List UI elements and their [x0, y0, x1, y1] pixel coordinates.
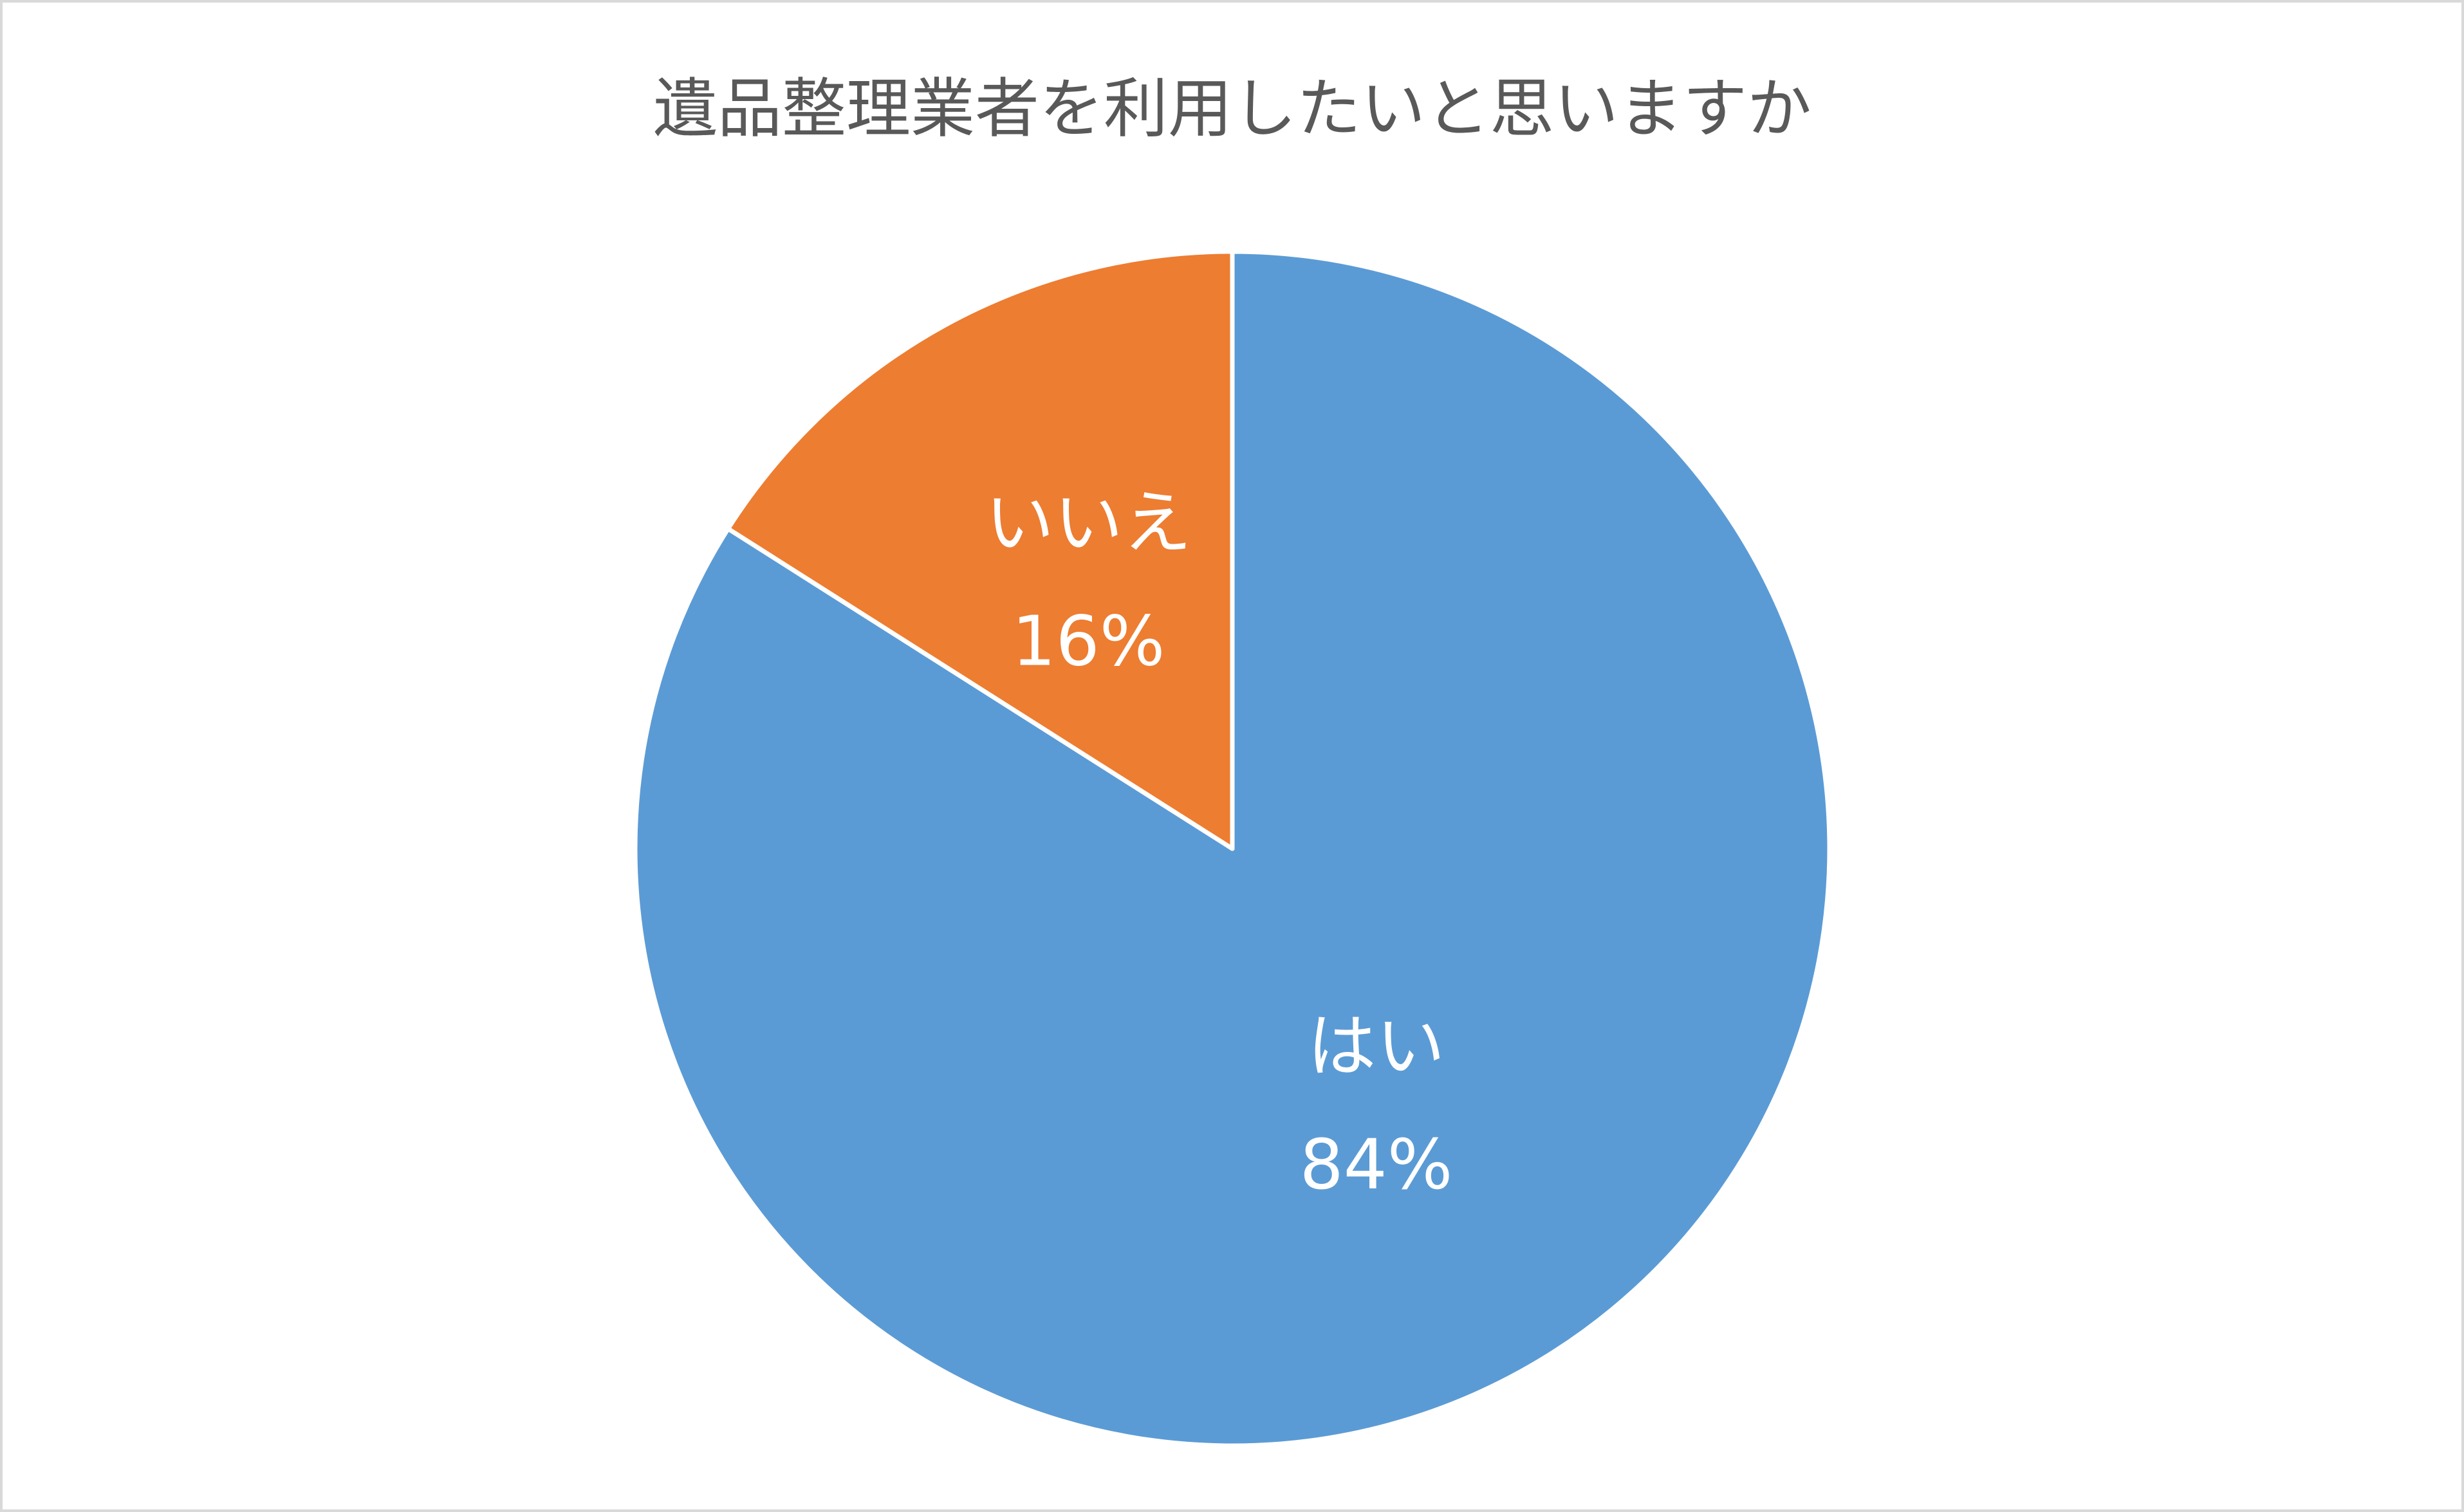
slice-category-label: はい	[1308, 1007, 1445, 1087]
slice-category-label: いいえ	[985, 484, 1192, 564]
chart-title: 遺品整理業者を利用したいと思いますか	[653, 71, 1811, 146]
pie-slice	[725, 249, 1235, 851]
slice-value-label: 84%	[1300, 1125, 1453, 1205]
slice-value-label: 16%	[1012, 602, 1165, 682]
